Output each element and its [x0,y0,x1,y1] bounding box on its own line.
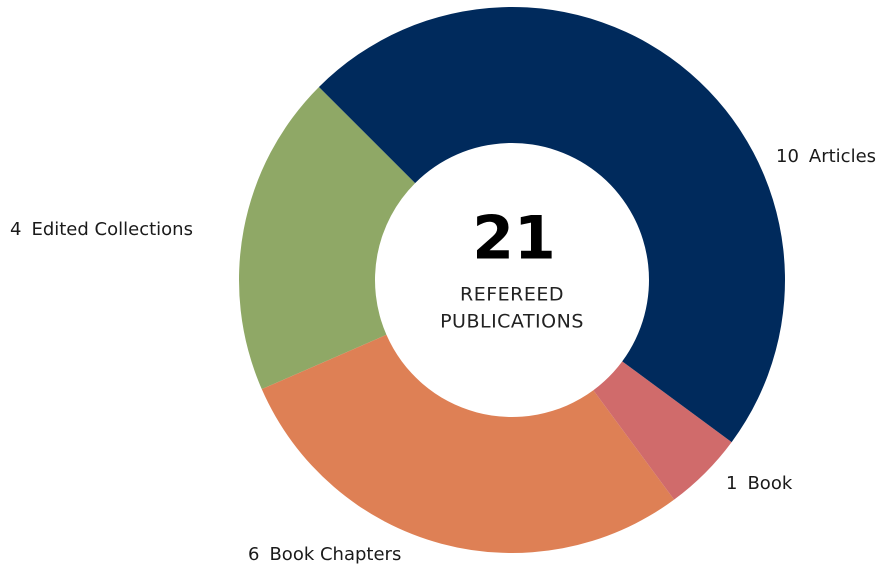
label-value: 10 [776,146,799,167]
center-label: REFEREED [460,284,564,306]
label-value: 1 [726,473,737,494]
segment-label: 10 Articles [776,146,876,167]
label-category: Book [747,473,792,494]
label-category: Book Chapters [269,544,401,565]
label-value: 6 [248,544,259,565]
label-category: Articles [809,146,876,167]
segment-label: 1 Book [726,473,793,494]
center-label: PUBLICATIONS [440,311,584,333]
donut-segment [239,86,416,390]
label-value: 4 [10,219,21,240]
donut-segment [261,334,675,553]
donut-segment [318,6,785,443]
segment-label: 6 Book Chapters [248,544,401,565]
segment-label: 4 Edited Collections [10,219,193,240]
donut-segment [593,361,732,500]
label-category: Edited Collections [31,219,193,240]
center-value: 21 [472,204,556,274]
